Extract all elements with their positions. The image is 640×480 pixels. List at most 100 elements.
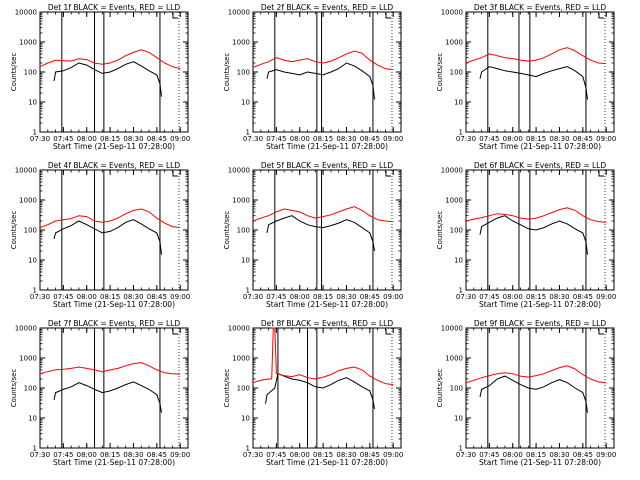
x-tick-label: 08:15 (526, 451, 546, 459)
y-tick-label: 10000 (15, 9, 37, 17)
y-axis-label: Counts/sec (223, 369, 231, 408)
y-axis-label: Counts/sec (436, 369, 444, 408)
x-tick-label: 08:15 (100, 451, 120, 459)
detector-plot-9: Det 9f BLACK = Events, RED = LLD 1 10 100 10… (436, 319, 616, 467)
x-tick-label: 08:00 (503, 451, 523, 459)
x-axis-label: Start Time (21-Sep-11 07:28:00) (479, 458, 601, 467)
x-axis-label: Start Time (21-Sep-11 07:28:00) (53, 458, 175, 467)
x-tick-label: 07:30 (243, 451, 263, 459)
corner-bracket-mark (598, 13, 604, 19)
x-tick-label: 07:45 (266, 293, 286, 301)
x-axis-label: Start Time (21-Sep-11 07:28:00) (53, 300, 175, 309)
x-tick-label: 07:45 (53, 451, 73, 459)
y-tick-label: 100 (450, 385, 463, 393)
x-tick-label: 07:45 (266, 135, 286, 143)
x-tick-label: 08:30 (549, 293, 569, 301)
series-lld-line (39, 49, 181, 70)
y-tick-label: 10000 (228, 167, 250, 175)
y-tick-label: 10 (28, 99, 37, 107)
detector-plot-5: Det 5f BLACK = Events, RED = LLD 1 10 100 10… (223, 161, 403, 309)
x-tick-label: 08:00 (503, 293, 523, 301)
x-tick-label: 08:45 (360, 293, 380, 301)
y-axis-label: Counts/sec (10, 369, 18, 408)
x-tick-label: 07:30 (30, 135, 50, 143)
x-tick-label: 07:30 (30, 293, 50, 301)
x-tick-label: 07:30 (456, 135, 476, 143)
x-tick-label: 08:30 (549, 451, 569, 459)
y-tick-label: 100 (24, 385, 37, 393)
y-tick-label: 1 (246, 287, 250, 295)
x-tick-label: 08:15 (313, 451, 333, 459)
detector-plot-4: Det 4f BLACK = Events, RED = LLD 1 10 100 10… (10, 161, 190, 309)
y-tick-label: 10 (241, 257, 250, 265)
x-tick-label: 08:45 (147, 293, 167, 301)
x-tick-label: 08:45 (147, 135, 167, 143)
x-axis-label: Start Time (21-Sep-11 07:28:00) (479, 300, 601, 309)
y-tick-label: 100 (237, 385, 250, 393)
x-axis-label: Start Time (21-Sep-11 07:28:00) (266, 300, 388, 309)
y-tick-label: 10000 (228, 325, 250, 333)
y-tick-label: 1 (459, 445, 463, 453)
plot-title: Det 7f BLACK = Events, RED = LLD (48, 319, 181, 328)
detector-plot-6: Det 6f BLACK = Events, RED = LLD 1 10 100 10… (436, 161, 616, 309)
series-lld-line (252, 327, 394, 386)
x-tick-label: 08:15 (313, 135, 333, 143)
x-tick-label: 08:30 (336, 451, 356, 459)
y-tick-label: 10 (454, 415, 463, 423)
x-tick-label: 09:00 (596, 293, 616, 301)
series-events-line (53, 381, 162, 413)
x-tick-label: 08:30 (123, 135, 143, 143)
series-lld-line (465, 47, 607, 65)
plot-title: Det 9f BLACK = Events, RED = LLD (474, 319, 607, 328)
y-tick-label: 1 (33, 287, 37, 295)
series-lld-line (39, 362, 181, 375)
plot-title: Det 1f BLACK = Events, RED = LLD (48, 3, 181, 12)
x-tick-label: 08:15 (313, 293, 333, 301)
series-events-line (266, 215, 375, 252)
detector-plot-8: Det 8f BLACK = Events, RED = LLD 1 10 100 10… (223, 319, 403, 467)
x-axis-label: Start Time (21-Sep-11 07:28:00) (53, 142, 175, 151)
x-tick-label: 08:15 (526, 135, 546, 143)
y-tick-label: 10 (241, 415, 250, 423)
y-tick-label: 1000 (232, 355, 250, 363)
x-tick-label: 08:00 (77, 135, 97, 143)
y-tick-label: 10 (28, 415, 37, 423)
y-tick-label: 10 (454, 99, 463, 107)
y-tick-label: 10000 (441, 325, 463, 333)
x-tick-label: 09:00 (383, 451, 403, 459)
x-tick-label: 08:30 (549, 135, 569, 143)
series-events-line (266, 62, 375, 100)
y-tick-label: 10000 (441, 167, 463, 175)
y-axis-label: Counts/sec (223, 211, 231, 250)
x-tick-label: 07:30 (243, 135, 263, 143)
corner-bracket-mark (598, 171, 604, 177)
series-events-line (53, 61, 162, 97)
y-tick-label: 1 (246, 445, 250, 453)
x-tick-label: 07:30 (456, 293, 476, 301)
series-events-line (479, 66, 588, 100)
x-tick-label: 08:15 (526, 293, 546, 301)
detector-plot-3: Det 3f BLACK = Events, RED = LLD 1 10 100 10… (436, 3, 616, 151)
series-events-line (479, 375, 588, 413)
x-tick-label: 07:45 (479, 135, 499, 143)
y-tick-label: 100 (450, 69, 463, 77)
plot-title: Det 5f BLACK = Events, RED = LLD (261, 161, 394, 170)
y-tick-label: 100 (24, 227, 37, 235)
y-tick-label: 1 (459, 129, 463, 137)
y-axis-label: Counts/sec (10, 211, 18, 250)
plot-title: Det 4f BLACK = Events, RED = LLD (48, 161, 181, 170)
plot-title: Det 2f BLACK = Events, RED = LLD (261, 3, 394, 12)
x-tick-label: 08:30 (336, 293, 356, 301)
y-tick-label: 10000 (15, 325, 37, 333)
y-axis-label: Counts/sec (223, 53, 231, 92)
plot-title: Det 3f BLACK = Events, RED = LLD (474, 3, 607, 12)
corner-bracket-mark (172, 13, 178, 19)
x-tick-label: 07:30 (456, 451, 476, 459)
y-axis-label: Counts/sec (10, 53, 18, 92)
series-events-line (479, 215, 588, 255)
y-axis-label: Counts/sec (436, 53, 444, 92)
x-tick-label: 09:00 (383, 293, 403, 301)
x-tick-label: 07:45 (53, 135, 73, 143)
y-tick-label: 10000 (15, 167, 37, 175)
y-tick-label: 1 (246, 129, 250, 137)
